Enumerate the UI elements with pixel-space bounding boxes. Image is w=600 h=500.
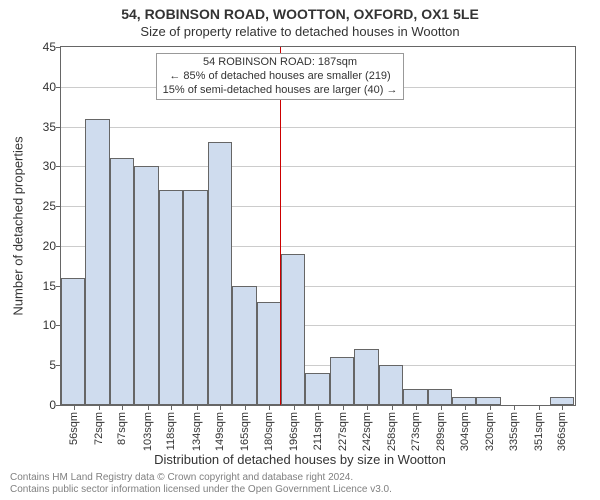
chart-title-main: 54, ROBINSON ROAD, WOOTTON, OXFORD, OX1 … xyxy=(0,6,600,22)
y-tick-label: 5 xyxy=(16,358,56,372)
y-tick-mark xyxy=(56,166,61,167)
histogram-bar xyxy=(183,190,207,405)
x-tick-mark xyxy=(367,405,368,410)
histogram-bar xyxy=(208,142,232,405)
x-tick-mark xyxy=(245,405,246,410)
histogram-bar xyxy=(232,286,256,405)
y-tick-mark xyxy=(56,206,61,207)
histogram-bar xyxy=(159,190,183,405)
figure: 54, ROBINSON ROAD, WOOTTON, OXFORD, OX1 … xyxy=(0,0,600,500)
histogram-bar xyxy=(550,397,574,405)
y-tick-label: 10 xyxy=(16,318,56,332)
x-tick-mark xyxy=(197,405,198,410)
x-tick-label: 335sqm xyxy=(508,412,520,451)
x-tick-label: 56sqm xyxy=(68,412,80,445)
y-tick-mark xyxy=(56,246,61,247)
x-tick-mark xyxy=(562,405,563,410)
x-tick-label: 366sqm xyxy=(556,412,568,451)
x-tick-label: 227sqm xyxy=(337,412,349,451)
histogram-bar xyxy=(110,158,134,405)
x-tick-label: 351sqm xyxy=(533,412,545,451)
y-tick-label: 40 xyxy=(16,80,56,94)
x-tick-label: 258sqm xyxy=(386,412,398,451)
y-tick-label: 0 xyxy=(16,398,56,412)
y-tick-label: 35 xyxy=(16,120,56,134)
histogram-bar xyxy=(476,397,500,405)
x-tick-label: 304sqm xyxy=(459,412,471,451)
histogram-bar xyxy=(452,397,476,405)
histogram-bar xyxy=(379,365,403,405)
histogram-bar xyxy=(134,166,158,405)
x-tick-label: 118sqm xyxy=(165,412,177,450)
x-tick-label: 320sqm xyxy=(484,412,496,451)
reference-line xyxy=(280,47,281,405)
x-tick-mark xyxy=(416,405,417,410)
x-tick-label: 165sqm xyxy=(239,412,251,451)
x-tick-mark xyxy=(318,405,319,410)
footer: Contains HM Land Registry data © Crown c… xyxy=(10,472,590,496)
x-tick-mark xyxy=(514,405,515,410)
x-tick-mark xyxy=(122,405,123,410)
annotation-line-1: 54 ROBINSON ROAD: 187sqm xyxy=(163,56,398,70)
y-tick-mark xyxy=(56,47,61,48)
x-tick-mark xyxy=(441,405,442,410)
histogram-bar xyxy=(257,302,281,405)
x-tick-label: 134sqm xyxy=(191,412,203,451)
histogram-bar xyxy=(354,349,378,405)
grid-line xyxy=(61,127,575,128)
y-tick-label: 45 xyxy=(16,40,56,54)
x-tick-label: 242sqm xyxy=(361,412,373,451)
x-tick-mark xyxy=(343,405,344,410)
histogram-bar xyxy=(61,278,85,405)
x-tick-label: 87sqm xyxy=(116,412,128,445)
y-tick-mark xyxy=(56,87,61,88)
x-tick-mark xyxy=(294,405,295,410)
x-tick-mark xyxy=(465,405,466,410)
x-tick-mark xyxy=(148,405,149,410)
x-tick-mark xyxy=(392,405,393,410)
histogram-bar xyxy=(428,389,452,405)
x-tick-mark xyxy=(99,405,100,410)
x-tick-label: 211sqm xyxy=(312,412,324,450)
y-tick-label: 25 xyxy=(16,199,56,213)
histogram-bar xyxy=(305,373,329,405)
annotation-line-3: 15% of semi-detached houses are larger (… xyxy=(163,84,398,98)
y-tick-label: 30 xyxy=(16,159,56,173)
x-tick-label: 180sqm xyxy=(263,412,275,451)
y-tick-label: 20 xyxy=(16,239,56,253)
footer-line-2: Contains public sector information licen… xyxy=(10,484,392,495)
y-tick-mark xyxy=(56,405,61,406)
annotation-box: 54 ROBINSON ROAD: 187sqm ← 85% of detach… xyxy=(156,53,405,100)
histogram-bar xyxy=(281,254,305,405)
chart-title-sub: Size of property relative to detached ho… xyxy=(0,24,600,39)
footer-line-1: Contains HM Land Registry data © Crown c… xyxy=(10,472,353,483)
x-tick-label: 149sqm xyxy=(214,412,226,451)
y-tick-mark xyxy=(56,127,61,128)
x-tick-label: 289sqm xyxy=(435,412,447,451)
x-tick-mark xyxy=(171,405,172,410)
x-tick-mark xyxy=(220,405,221,410)
x-axis-label: Distribution of detached houses by size … xyxy=(0,452,600,467)
x-tick-mark xyxy=(490,405,491,410)
x-tick-label: 72sqm xyxy=(93,412,105,445)
histogram-bar xyxy=(85,119,109,405)
histogram-bar xyxy=(403,389,427,405)
x-tick-label: 196sqm xyxy=(288,412,300,451)
x-tick-mark xyxy=(269,405,270,410)
annotation-line-2: ← 85% of detached houses are smaller (21… xyxy=(163,70,398,84)
x-tick-mark xyxy=(74,405,75,410)
x-tick-mark xyxy=(539,405,540,410)
histogram-bar xyxy=(330,357,354,405)
x-tick-label: 273sqm xyxy=(410,412,422,451)
y-tick-label: 15 xyxy=(16,279,56,293)
x-tick-label: 103sqm xyxy=(142,412,154,451)
plot-area: 54 ROBINSON ROAD: 187sqm ← 85% of detach… xyxy=(60,46,576,406)
